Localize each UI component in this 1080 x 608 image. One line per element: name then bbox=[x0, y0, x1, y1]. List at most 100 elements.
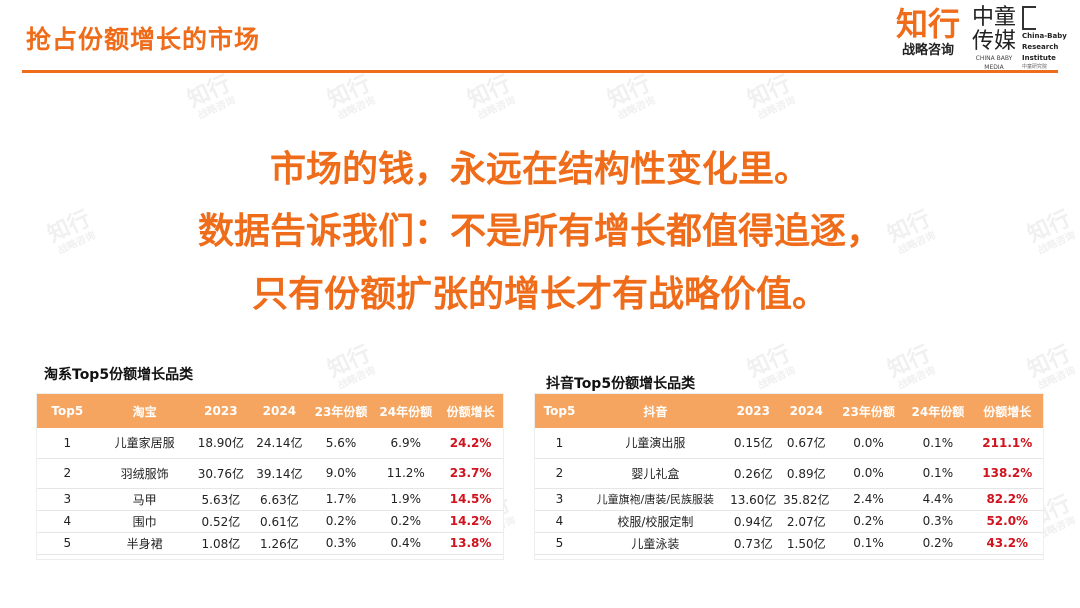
sales-2023-cell: 1.08亿 bbox=[191, 532, 251, 555]
douyin-table: Top5 抖音 2023 2024 23年份额 24年份额 份额增长 1 儿童演… bbox=[535, 394, 1043, 555]
header-cell: 抖音 bbox=[583, 394, 727, 428]
douyin-table-title: 抖音Top5份额增长品类 bbox=[546, 376, 696, 392]
watermark: 知行战略咨询 bbox=[1024, 341, 1078, 392]
header-cell: 2023 bbox=[726, 394, 780, 428]
watermark: 知行战略咨询 bbox=[744, 341, 798, 392]
sales-2023-cell: 0.26亿 bbox=[726, 458, 780, 489]
share-2024-cell: 11.2% bbox=[373, 458, 439, 489]
share-2024-cell: 0.1% bbox=[904, 458, 972, 489]
cbri-logo-line2: Research bbox=[1022, 43, 1059, 51]
header-cell: 淘宝 bbox=[97, 394, 192, 428]
sales-2024-cell: 0.89亿 bbox=[779, 458, 833, 489]
header-cell: 2023 bbox=[191, 394, 251, 428]
category-cell: 儿童旗袍/唐装/民族服装 bbox=[583, 488, 727, 511]
header-divider bbox=[22, 70, 1058, 73]
sales-2024-cell: 1.26亿 bbox=[250, 532, 309, 555]
share-growth-cell: 211.1% bbox=[971, 428, 1043, 459]
table-row: 3 儿童旗袍/唐装/民族服装 13.60亿 35.82亿 2.4% 4.4% 8… bbox=[535, 488, 1043, 511]
share-2024-cell: 6.9% bbox=[373, 428, 439, 459]
category-cell: 儿童泳装 bbox=[583, 532, 727, 555]
headline-line-1: 市场的钱，永远在结构性变化里。 bbox=[269, 149, 810, 190]
share-2023-cell: 0.1% bbox=[832, 532, 905, 555]
rank-cell: 3 bbox=[37, 488, 98, 511]
table-row: 3 马甲 5.63亿 6.63亿 1.7% 1.9% 14.5% bbox=[37, 488, 503, 511]
sales-2023-cell: 0.73亿 bbox=[726, 532, 780, 555]
header-cell: Top5 bbox=[37, 394, 98, 428]
table-row: 1 儿童家居服 18.90亿 24.14亿 5.6% 6.9% 24.2% bbox=[37, 428, 503, 459]
sales-2023-cell: 30.76亿 bbox=[191, 458, 251, 489]
sales-2023-cell: 0.52亿 bbox=[191, 510, 251, 533]
sales-2023-cell: 0.94亿 bbox=[726, 510, 780, 533]
share-2023-cell: 0.2% bbox=[832, 510, 905, 533]
sales-2023-cell: 0.15亿 bbox=[726, 428, 780, 459]
header-cell: Top5 bbox=[535, 394, 584, 428]
douyin-table-card: Top5 抖音 2023 2024 23年份额 24年份额 份额增长 1 儿童演… bbox=[534, 393, 1044, 560]
share-growth-cell: 23.7% bbox=[438, 458, 503, 489]
share-2024-cell: 0.3% bbox=[904, 510, 972, 533]
cbri-logo: China-Baby Research Institute 中童研究院 bbox=[1022, 6, 1072, 70]
header-cell: 23年份额 bbox=[832, 394, 905, 428]
watermark: 知行战略咨询 bbox=[184, 71, 238, 122]
category-cell: 羽绒服饰 bbox=[97, 458, 192, 489]
watermark: 知行战略咨询 bbox=[324, 71, 378, 122]
watermark: 知行战略咨询 bbox=[464, 71, 518, 122]
header-cell: 24年份额 bbox=[904, 394, 972, 428]
zhixing-logo-text: 知行 bbox=[895, 5, 960, 43]
rank-cell: 2 bbox=[37, 458, 98, 489]
taobao-table-header-row: Top5 淘宝 2023 2024 23年份额 24年份额 份额增长 bbox=[37, 394, 503, 428]
cbri-logo-mark-icon bbox=[1022, 6, 1036, 30]
sales-2024-cell: 1.50亿 bbox=[779, 532, 833, 555]
taobao-table-card: Top5 淘宝 2023 2024 23年份额 24年份额 份额增长 1 儿童家… bbox=[36, 393, 504, 560]
share-2023-cell: 9.0% bbox=[308, 458, 374, 489]
share-2023-cell: 5.6% bbox=[308, 428, 374, 459]
share-2024-cell: 0.1% bbox=[904, 428, 972, 459]
table-row: 4 围巾 0.52亿 0.61亿 0.2% 0.2% 14.2% bbox=[37, 510, 503, 533]
rank-cell: 3 bbox=[535, 488, 584, 511]
rank-cell: 5 bbox=[535, 532, 584, 555]
table-row: 2 婴儿礼盒 0.26亿 0.89亿 0.0% 0.1% 138.2% bbox=[535, 458, 1043, 489]
category-cell: 儿童演出服 bbox=[583, 428, 727, 459]
cbri-logo-cn: 中童研究院 bbox=[1022, 64, 1048, 70]
share-2023-cell: 2.4% bbox=[832, 488, 905, 511]
zhixing-logo: 知行 战略咨询 bbox=[893, 6, 963, 60]
douyin-table-header-row: Top5 抖音 2023 2024 23年份额 24年份额 份额增长 bbox=[535, 394, 1043, 428]
taobao-table-title: 淘系Top5份额增长品类 bbox=[44, 367, 194, 383]
rank-cell: 1 bbox=[37, 428, 98, 459]
share-2023-cell: 0.0% bbox=[832, 428, 905, 459]
rank-cell: 5 bbox=[37, 532, 98, 555]
watermark: 知行战略咨询 bbox=[604, 71, 658, 122]
header-cell: 23年份额 bbox=[308, 394, 374, 428]
zhixing-logo-subtext: 战略咨询 bbox=[901, 43, 954, 58]
share-2023-cell: 0.3% bbox=[308, 532, 374, 555]
share-2024-cell: 0.2% bbox=[904, 532, 972, 555]
table-row: 4 校服/校服定制 0.94亿 2.07亿 0.2% 0.3% 52.0% bbox=[535, 510, 1043, 533]
headline-line-3: 只有份额扩张的增长才有战略价值。 bbox=[251, 274, 828, 315]
sales-2023-cell: 13.60亿 bbox=[726, 488, 780, 511]
watermark: 知行战略咨询 bbox=[884, 341, 938, 392]
cbri-logo-line3: Institute bbox=[1022, 54, 1056, 62]
sales-2024-cell: 35.82亿 bbox=[779, 488, 833, 511]
category-cell: 婴儿礼盒 bbox=[583, 458, 727, 489]
china-baby-media-logo-text: 中童传媒 bbox=[971, 5, 1016, 54]
table-row: 5 半身裙 1.08亿 1.26亿 0.3% 0.4% 13.8% bbox=[37, 532, 503, 555]
header-cell: 份额增长 bbox=[438, 394, 503, 428]
share-growth-cell: 14.2% bbox=[438, 510, 503, 533]
taobao-table: Top5 淘宝 2023 2024 23年份额 24年份额 份额增长 1 儿童家… bbox=[37, 394, 503, 555]
share-growth-cell: 14.5% bbox=[438, 488, 503, 511]
cbri-logo-line1: China-Baby bbox=[1022, 32, 1067, 40]
category-cell: 马甲 bbox=[97, 488, 192, 511]
sales-2023-cell: 18.90亿 bbox=[191, 428, 251, 459]
header-cell: 份额增长 bbox=[971, 394, 1043, 428]
header-cell: 2024 bbox=[250, 394, 309, 428]
share-growth-cell: 43.2% bbox=[971, 532, 1043, 555]
category-cell: 儿童家居服 bbox=[97, 428, 192, 459]
share-growth-cell: 13.8% bbox=[438, 532, 503, 555]
watermark: 知行战略咨询 bbox=[324, 341, 378, 392]
rank-cell: 2 bbox=[535, 458, 584, 489]
share-2023-cell: 0.2% bbox=[308, 510, 374, 533]
share-2024-cell: 0.4% bbox=[373, 532, 439, 555]
sales-2024-cell: 39.14亿 bbox=[250, 458, 309, 489]
watermark: 知行战略咨询 bbox=[744, 71, 798, 122]
share-growth-cell: 52.0% bbox=[971, 510, 1043, 533]
table-row: 1 儿童演出服 0.15亿 0.67亿 0.0% 0.1% 211.1% bbox=[535, 428, 1043, 459]
